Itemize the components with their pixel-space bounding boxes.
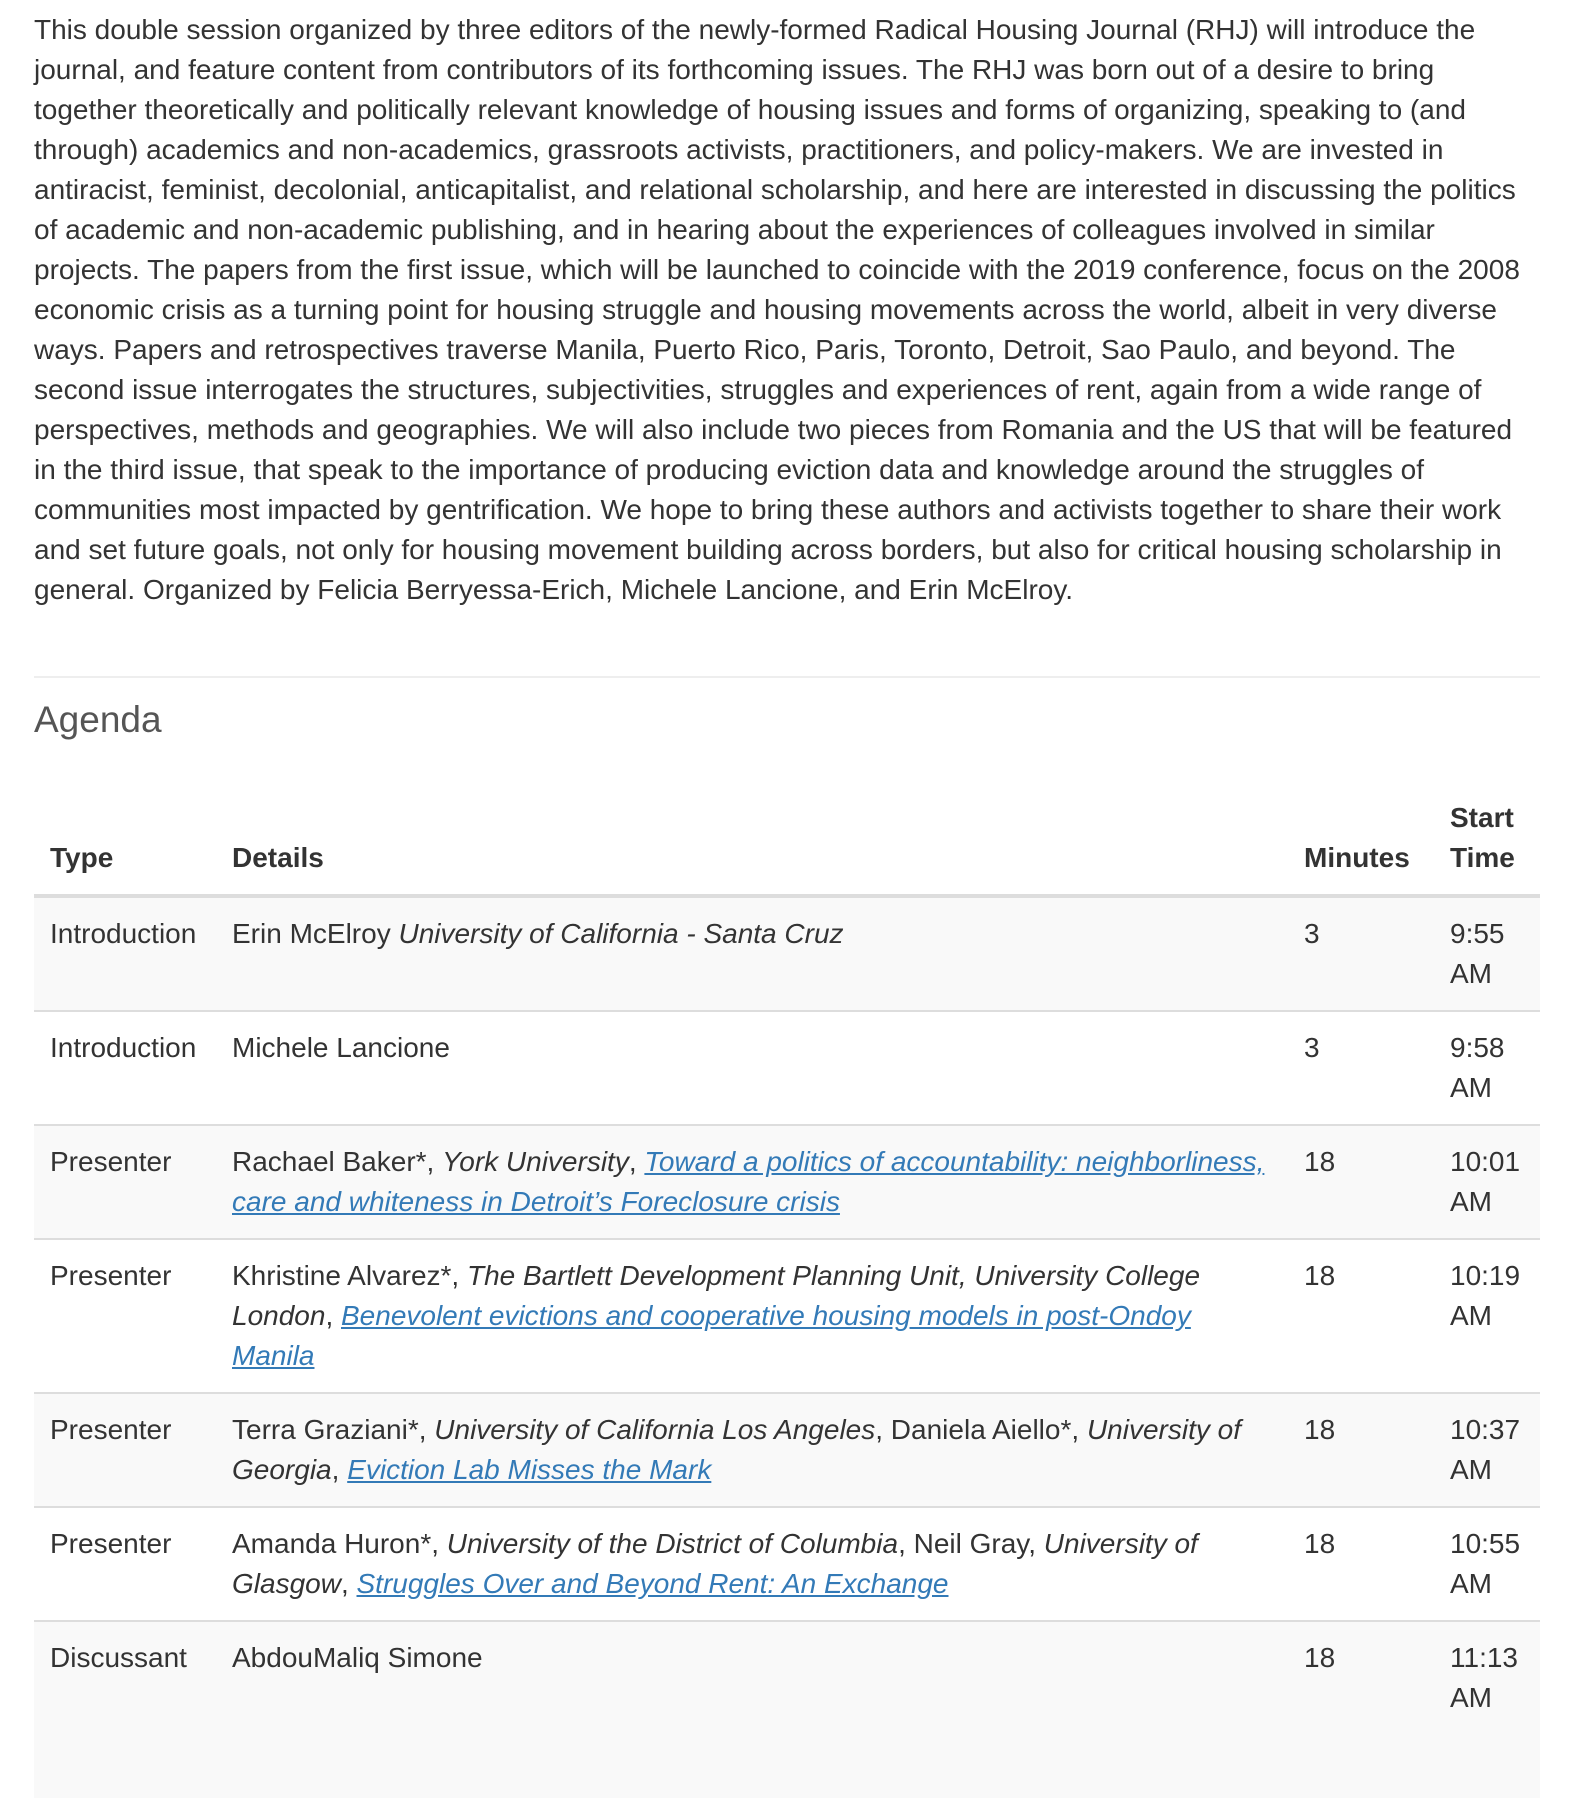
agenda-row-details: Rachael Baker*, York University, Toward … <box>216 1124 1288 1239</box>
detail-text: Erin McElroy <box>232 918 399 949</box>
agenda-row-minutes: 18 <box>1288 1124 1434 1239</box>
agenda-row-type: Presenter <box>34 1238 216 1393</box>
agenda-row-start-time: 10:55 AM <box>1434 1506 1540 1621</box>
column-header-details: Details <box>216 784 1288 898</box>
detail-text: , Neil Gray, <box>898 1528 1044 1559</box>
agenda-row-details: Erin McElroy University of California - … <box>216 895 1288 1011</box>
detail-text: , <box>628 1146 645 1177</box>
agenda-row-details: Khristine Alvarez*, The Bartlett Develop… <box>216 1238 1288 1393</box>
affiliation-text: University of Georgia <box>232 1414 1241 1485</box>
affiliation-text: The Bartlett Development Planning Unit, … <box>232 1260 1201 1331</box>
paper-title-link[interactable]: Benevolent evictions and cooperative hou… <box>232 1300 1191 1371</box>
detail-text: Khristine Alvarez*, <box>232 1260 467 1291</box>
column-header-start-time: Start Time <box>1434 784 1540 898</box>
detail-text: , <box>340 1568 357 1599</box>
agenda-header-row: Type Details Minutes Start Time <box>34 784 1540 898</box>
detail-text: Terra Graziani*, <box>232 1414 435 1445</box>
agenda-row: Introduction Erin McElroy University of … <box>34 895 1540 1011</box>
affiliation-text: University of California Los Angeles <box>434 1414 876 1445</box>
session-description: This double session organized by three e… <box>34 14 1520 605</box>
column-header-minutes: Minutes <box>1288 784 1434 898</box>
section-divider <box>34 676 1540 678</box>
agenda-row-minutes: 18 <box>1288 1620 1434 1798</box>
affiliation-text: University of Glasgow <box>232 1528 1198 1599</box>
agenda-row-details: Amanda Huron*, University of the Distric… <box>216 1506 1288 1621</box>
agenda-row-details: Michele Lancione <box>216 1010 1288 1125</box>
detail-text: Amanda Huron*, <box>232 1528 447 1559</box>
agenda-row-type: Discussant <box>34 1620 216 1798</box>
paper-title-link[interactable]: Toward a politics of accountability: nei… <box>232 1146 1265 1217</box>
affiliation-text: University of the District of Columbia <box>446 1528 899 1559</box>
agenda-heading: Agenda <box>34 699 162 740</box>
detail-text: AbdouMaliq Simone <box>232 1642 483 1673</box>
detail-text: , <box>331 1454 348 1485</box>
paper-title-link[interactable]: Eviction Lab Misses the Mark <box>347 1454 712 1485</box>
agenda-row: Discussant AbdouMaliq Simone 18 11:13 AM <box>34 1620 1540 1798</box>
detail-text: , Daniela Aiello*, <box>875 1414 1087 1445</box>
agenda-row-type: Introduction <box>34 895 216 1011</box>
agenda-row-type: Presenter <box>34 1392 216 1507</box>
agenda-row-start-time: 10:19 AM <box>1434 1238 1540 1393</box>
agenda-row-minutes: 3 <box>1288 895 1434 1011</box>
agenda-row: Presenter Rachael Baker*, York Universit… <box>34 1124 1540 1239</box>
agenda-row: Presenter Khristine Alvarez*, The Bartle… <box>34 1238 1540 1393</box>
agenda-row-type: Introduction <box>34 1010 216 1125</box>
agenda-table-body: Introduction Erin McElroy University of … <box>34 895 1540 1798</box>
agenda-row: Introduction Michele Lancione 3 9:58 AM <box>34 1010 1540 1125</box>
agenda-row: Presenter Amanda Huron*, University of t… <box>34 1506 1540 1621</box>
agenda-row-start-time: 10:37 AM <box>1434 1392 1540 1507</box>
agenda-row: Presenter Terra Graziani*, University of… <box>34 1392 1540 1507</box>
agenda-row-minutes: 3 <box>1288 1010 1434 1125</box>
agenda-row-start-time: 10:01 AM <box>1434 1124 1540 1239</box>
affiliation-text: University of California - Santa Cruz <box>398 918 844 949</box>
agenda-row-minutes: 18 <box>1288 1392 1434 1507</box>
detail-text: Michele Lancione <box>232 1032 450 1063</box>
column-header-type: Type <box>34 784 216 898</box>
agenda-row-type: Presenter <box>34 1506 216 1621</box>
detail-text: Rachael Baker*, <box>232 1146 443 1177</box>
agenda-row-details: Terra Graziani*, University of Californi… <box>216 1392 1288 1507</box>
agenda-row-details: AbdouMaliq Simone <box>216 1620 1288 1798</box>
agenda-table: Type Details Minutes Start Time Introduc… <box>34 784 1540 1798</box>
paper-title-link[interactable]: Struggles Over and Beyond Rent: An Excha… <box>356 1568 949 1599</box>
agenda-row-start-time: 9:58 AM <box>1434 1010 1540 1125</box>
agenda-row-start-time: 9:55 AM <box>1434 895 1540 1011</box>
detail-text: , <box>325 1300 341 1331</box>
agenda-row-start-time: 11:13 AM <box>1434 1620 1540 1798</box>
agenda-row-type: Presenter <box>34 1124 216 1239</box>
agenda-row-minutes: 18 <box>1288 1506 1434 1621</box>
agenda-table-header: Type Details Minutes Start Time <box>34 784 1540 898</box>
agenda-row-minutes: 18 <box>1288 1238 1434 1393</box>
affiliation-text: York University <box>442 1146 629 1177</box>
